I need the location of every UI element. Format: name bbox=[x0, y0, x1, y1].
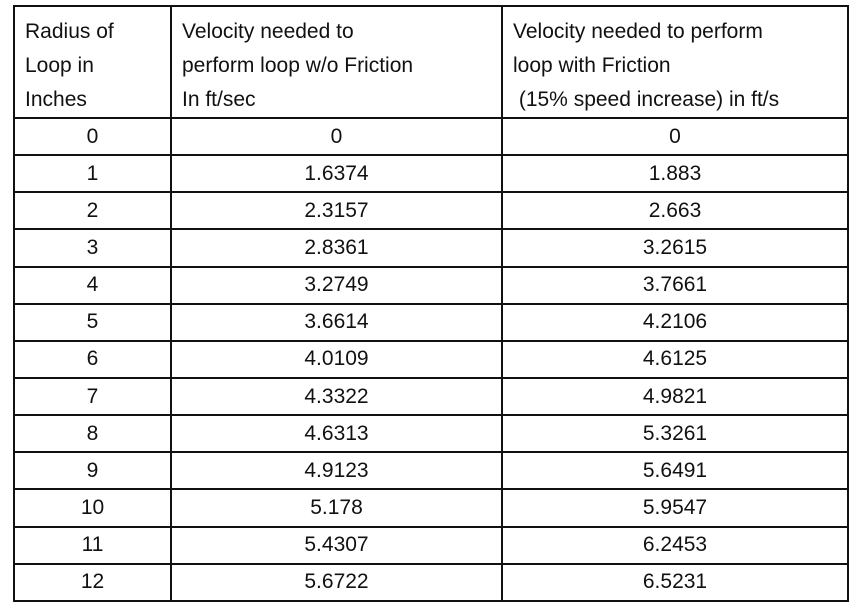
header-line: Velocity needed to bbox=[182, 20, 354, 43]
header-line: loop with Friction bbox=[513, 54, 671, 77]
cell-velocity-no-friction: 5.6722 bbox=[170, 562, 503, 603]
table-row: 4 3.2749 3.7661 bbox=[13, 265, 849, 305]
cell-velocity-with-friction: 5.6491 bbox=[501, 451, 849, 491]
header-row: Radius of Loop in Inches Velocity needed… bbox=[13, 5, 849, 119]
cell-radius: 3 bbox=[13, 228, 172, 268]
velocity-table: Radius of Loop in Inches Velocity needed… bbox=[13, 5, 849, 603]
cell-velocity-no-friction: 5.178 bbox=[170, 488, 503, 528]
table-row: 7 4.3322 4.9821 bbox=[13, 376, 849, 417]
cell-velocity-no-friction: 3.6614 bbox=[170, 302, 503, 342]
header-line: Velocity needed to perform bbox=[513, 20, 763, 43]
cell-velocity-with-friction: 4.2106 bbox=[501, 302, 849, 342]
table-row: 1 1.6374 1.883 bbox=[13, 154, 849, 194]
cell-radius: 0 bbox=[13, 116, 172, 157]
cell-radius: 8 bbox=[13, 414, 172, 454]
cell-velocity-no-friction: 3.2749 bbox=[170, 265, 503, 305]
cell-velocity-with-friction: 5.3261 bbox=[501, 414, 849, 454]
cell-velocity-with-friction: 3.7661 bbox=[501, 265, 849, 305]
cell-radius: 12 bbox=[13, 562, 172, 603]
cell-radius: 7 bbox=[13, 376, 172, 417]
cell-radius: 9 bbox=[13, 451, 172, 491]
header-line: perform loop w/o Friction bbox=[182, 54, 414, 77]
table-body: 0 0 0 1 1.6374 1.883 2 2.3157 2.663 3 2.8361 3.2615… bbox=[13, 116, 849, 603]
cell-velocity-no-friction: 5.4307 bbox=[170, 525, 503, 565]
cell-velocity-with-friction: 5.9547 bbox=[501, 488, 849, 528]
cell-radius: 2 bbox=[13, 191, 172, 231]
cell-radius: 11 bbox=[13, 525, 172, 565]
cell-velocity-no-friction: 1.6374 bbox=[170, 154, 503, 194]
table-row: 12 5.6722 6.5231 bbox=[13, 562, 849, 603]
header-line: Radius of bbox=[25, 20, 114, 43]
cell-velocity-no-friction: 4.9123 bbox=[170, 451, 503, 491]
cell-velocity-no-friction: 0 bbox=[170, 116, 503, 157]
header-line: (15% speed increase) in ft/s bbox=[513, 88, 780, 111]
cell-radius: 4 bbox=[13, 265, 172, 305]
header-line: In ft/sec bbox=[182, 88, 256, 111]
cell-velocity-with-friction: 1.883 bbox=[501, 154, 849, 194]
cell-velocity-no-friction: 4.0109 bbox=[170, 339, 503, 379]
cell-radius: 5 bbox=[13, 302, 172, 342]
cell-velocity-no-friction: 4.6313 bbox=[170, 414, 503, 454]
table-row: 5 3.6614 4.2106 bbox=[13, 302, 849, 342]
cell-velocity-no-friction: 2.8361 bbox=[170, 228, 503, 268]
cell-velocity-with-friction: 3.2615 bbox=[501, 228, 849, 268]
header-velocity-no-friction: Velocity needed to perform loop w/o Fric… bbox=[170, 5, 503, 119]
cell-velocity-with-friction: 4.6125 bbox=[501, 339, 849, 379]
cell-velocity-with-friction: 2.663 bbox=[501, 191, 849, 231]
table-row: 3 2.8361 3.2615 bbox=[13, 228, 849, 268]
table-header: Radius of Loop in Inches Velocity needed… bbox=[13, 5, 849, 119]
table-row: 10 5.178 5.9547 bbox=[13, 488, 849, 528]
cell-velocity-with-friction: 0 bbox=[501, 116, 849, 157]
cell-radius: 6 bbox=[13, 339, 172, 379]
table-row: 9 4.9123 5.6491 bbox=[13, 451, 849, 491]
header-radius: Radius of Loop in Inches bbox=[13, 5, 172, 119]
cell-velocity-with-friction: 4.9821 bbox=[501, 376, 849, 417]
cell-radius: 10 bbox=[13, 488, 172, 528]
table-row: 11 5.4307 6.2453 bbox=[13, 525, 849, 565]
table-row: 6 4.0109 4.6125 bbox=[13, 339, 849, 379]
table-row: 2 2.3157 2.663 bbox=[13, 191, 849, 231]
cell-velocity-no-friction: 4.3322 bbox=[170, 376, 503, 417]
cell-velocity-no-friction: 2.3157 bbox=[170, 191, 503, 231]
cell-radius: 1 bbox=[13, 154, 172, 194]
header-line: Inches bbox=[25, 88, 87, 111]
header-velocity-with-friction: Velocity needed to perform loop with Fri… bbox=[501, 5, 849, 119]
header-line: Loop in bbox=[25, 54, 94, 77]
cell-velocity-with-friction: 6.2453 bbox=[501, 525, 849, 565]
cell-velocity-with-friction: 6.5231 bbox=[501, 562, 849, 603]
table-row: 8 4.6313 5.3261 bbox=[13, 414, 849, 454]
